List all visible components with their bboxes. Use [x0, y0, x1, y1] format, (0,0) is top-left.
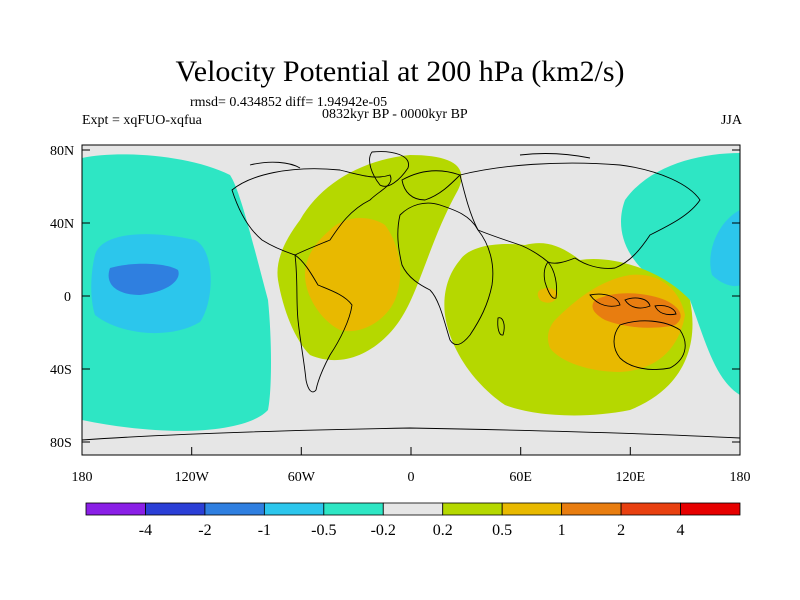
lon-label-120e: 120E [616, 470, 646, 485]
cyan-contour-east [621, 153, 740, 395]
colorbar-label: -2 [198, 522, 211, 539]
coastlines [82, 151, 740, 441]
lat-label-40s: 40S [50, 363, 72, 378]
colorbar-swatch [382, 502, 444, 516]
lat-label-40n: 40N [50, 217, 74, 232]
colorbar-swatch [323, 502, 384, 516]
colorbar-label: -0.5 [311, 522, 336, 539]
period-line: 0832kyr BP - 0000kyr BP [322, 107, 468, 122]
lat-label-80s: 80S [50, 436, 72, 451]
colorbar-label: -4 [139, 522, 152, 539]
experiment-label: Expt = xqFUO-xqfua [82, 113, 202, 128]
colorbar-swatch [620, 502, 681, 516]
colorbar-swatch [263, 502, 325, 516]
colorbar-swatch [501, 502, 563, 516]
orange-contour-atlantic [305, 218, 401, 332]
contour-field [82, 145, 740, 455]
lon-label-60e: 60E [509, 470, 532, 485]
colorbar-swatch [561, 502, 622, 516]
lon-label-60w: 60W [288, 470, 316, 485]
blue-contour-east [710, 210, 740, 287]
darkorange-contour-maritime [592, 293, 681, 328]
lat-label-80n: 80N [50, 144, 74, 159]
colorbar-swatch [85, 502, 146, 516]
colorbar-label: 2 [617, 522, 625, 539]
orange-patch-arabia [537, 287, 558, 303]
lat-label-0: 0 [64, 290, 71, 305]
lon-label-180w: 180 [72, 470, 93, 485]
darkblue-contour-west [108, 263, 179, 295]
colorbar-label: 1 [558, 522, 566, 539]
colorbar-swatch [145, 502, 206, 516]
map-title: Velocity Potential at 200 hPa (km2/s) [175, 55, 625, 88]
lon-label-0: 0 [408, 470, 415, 485]
stats-line: rmsd= 0.434852 diff= 1.94942e-05 [190, 95, 388, 110]
colorbar: -4 -2 -1 -0.5 -0.2 0.2 0.5 1 2 4 [85, 502, 741, 539]
colorbar-swatch [204, 502, 265, 516]
lon-label-180e: 180 [730, 470, 751, 485]
lon-label-120w: 120W [175, 470, 210, 485]
colorbar-swatch [680, 502, 741, 516]
season-label: JJA [720, 113, 742, 128]
colorbar-label: 0.2 [433, 522, 453, 539]
lon-ticks [81, 447, 741, 455]
colorbar-label: 4 [677, 522, 685, 539]
colorbar-label: -1 [258, 522, 271, 539]
colorbar-swatch [442, 502, 503, 516]
colorbar-label: 0.5 [492, 522, 512, 539]
colorbar-label: -0.2 [371, 522, 396, 539]
lat-ticks [82, 149, 740, 443]
